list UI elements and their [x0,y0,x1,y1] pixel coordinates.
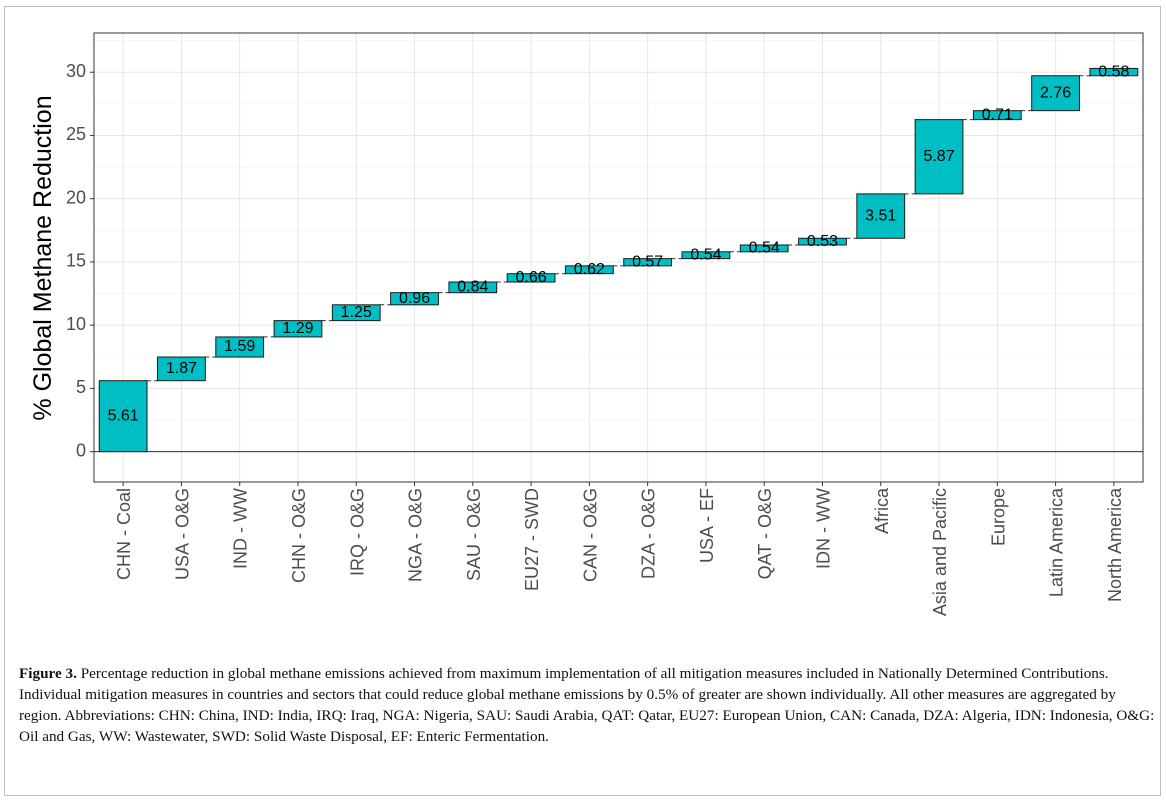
bar [623,258,673,267]
x-tick-label: Latin America [1047,487,1067,597]
y-tick-label: 15 [66,251,86,271]
bar [273,320,323,338]
x-tick-label: USA - O&G [172,488,192,580]
bar-layer [98,67,1139,453]
bar [739,244,789,253]
bar [914,119,964,195]
caption-text: Percentage reduction in global methane e… [19,665,1155,745]
x-tick-label: QAT - O&G [755,488,775,579]
value-label: 5.61 [108,407,139,424]
bar [856,193,906,239]
value-label-layer: 5.61 1.87 1.59 1.29 1.25 0.96 0.84 0.66 0.62 0.57… [108,63,1130,424]
bar [1089,67,1139,77]
grid-layer [94,33,1143,482]
value-label: 0.54 [749,240,780,257]
value-label: 1.29 [282,320,313,337]
value-label: 1.25 [341,304,372,321]
x-tick-label: NGA - O&G [406,488,426,582]
bar [448,281,498,294]
value-label: 0.58 [1098,63,1129,80]
bar [506,273,556,283]
bar [798,237,847,246]
bar [564,265,614,275]
value-label: 3.51 [865,207,896,224]
y-tick-label: 20 [66,187,86,207]
x-tick-label: Africa [872,487,892,534]
bar [1031,75,1080,112]
y-tick-label: 25 [66,124,86,144]
x-tick-layer: CHN - Coal USA - O&G IND - WW CHN - O&G IRQ … [114,482,1125,616]
value-label: 0.71 [982,106,1013,123]
x-tick-label: IDN - WW [813,488,833,569]
x-tick-label: EU27 - SWD [522,488,542,591]
x-tick-label: CAN - O&G [580,488,600,582]
bar [972,110,1022,121]
bar [390,292,439,306]
x-tick-label: Asia and Pacific [930,488,950,616]
x-tick-label: IRQ - O&G [347,488,367,576]
figure-frame [4,6,1161,796]
bar [98,380,148,453]
y-tick-label: 30 [66,61,86,81]
value-label: 1.59 [224,338,255,355]
x-tick-label: CHN - O&G [289,488,309,583]
figure-caption: Figure 3. Percentage reduction in global… [19,663,1157,747]
value-label: 0.57 [632,253,663,270]
x-tick-label: DZA - O&G [639,488,659,579]
plot-panel [93,32,1144,483]
x-tick-label: USA - EF [697,488,717,563]
bar [157,356,206,382]
bar [681,251,731,260]
y-tick-label: 10 [66,314,86,334]
value-label: 0.62 [574,261,605,278]
bar [331,304,381,322]
caption-label: Figure 3. [19,665,77,682]
x-tick-label: CHN - Coal [114,488,134,580]
value-label: 2.76 [1040,84,1071,101]
value-label: 1.87 [166,360,197,377]
value-label: 0.84 [457,279,488,296]
x-tick-label: SAU - O&G [464,488,484,581]
y-tick-label: 5 [76,377,86,397]
value-label: 0.96 [399,290,430,307]
x-tick-label: Europe [988,488,1008,546]
value-label: 0.53 [807,233,838,250]
bar [215,336,265,358]
value-label: 0.66 [516,269,547,286]
y-tick-layer: 0 5 10 15 20 25 30 [66,61,94,460]
connector-layer [147,75,1090,382]
x-tick-label: IND - WW [231,488,251,569]
y-tick-label: 0 [76,440,86,460]
waterfall-chart: 5.61 1.87 1.59 1.29 1.25 0.96 0.84 0.66 0.62 0.57… [29,32,1144,616]
value-label: 5.87 [923,148,954,165]
x-tick-label: North America [1105,487,1125,602]
value-label: 0.54 [690,246,721,263]
y-axis-label: % Global Methane Reduction [29,95,57,420]
